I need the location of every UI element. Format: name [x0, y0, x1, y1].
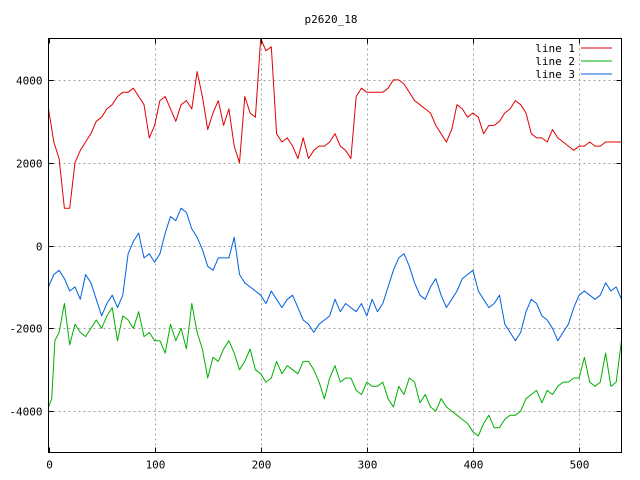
legend-label-2: line 2 [535, 55, 575, 68]
chart-title: p2620_18 [305, 13, 358, 26]
series-line-3 [48, 207, 622, 342]
x-tick-label: 400 [464, 459, 484, 472]
series-line-2 [48, 303, 622, 437]
legend-label-3: line 3 [535, 68, 575, 81]
series-line-1 [48, 38, 622, 209]
x-tick-label: 0 [46, 459, 53, 472]
y-tick-label: -2000 [9, 323, 42, 336]
legend-label-1: line 1 [535, 42, 575, 55]
plot-frame [48, 38, 622, 453]
y-tick-label: 2000 [16, 158, 43, 171]
x-tick-label: 100 [146, 459, 166, 472]
x-tick-label: 200 [252, 459, 272, 472]
grid [48, 38, 622, 453]
axis-ticks: 0 100 200 300 400 500 -4000 -2000 0 2000 4000 [9, 38, 622, 472]
x-tick-label: 500 [570, 459, 590, 472]
y-tick-label: 4000 [16, 75, 43, 88]
y-tick-label: -4000 [9, 406, 42, 419]
series-layer [48, 38, 622, 437]
y-tick-label: 0 [36, 241, 43, 254]
x-tick-label: 300 [358, 459, 378, 472]
